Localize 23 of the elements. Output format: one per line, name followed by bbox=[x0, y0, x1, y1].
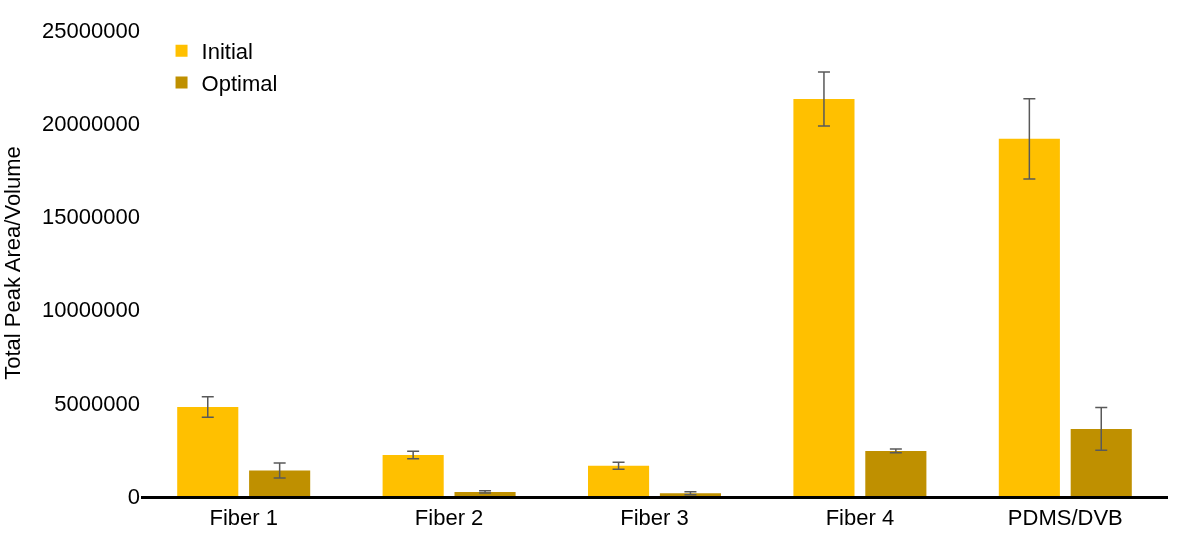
y-tick-label: 15000000 bbox=[42, 204, 140, 230]
bar bbox=[177, 406, 239, 496]
y-tick-label: 25000000 bbox=[42, 17, 140, 43]
bar bbox=[382, 454, 444, 496]
y-tick-label: 0 bbox=[127, 483, 140, 509]
bar bbox=[793, 98, 855, 496]
bar bbox=[1070, 428, 1132, 496]
bar bbox=[659, 493, 721, 496]
y-tick-label: 5000000 bbox=[54, 390, 140, 416]
bar bbox=[588, 465, 650, 496]
x-tick-label: Fiber 1 bbox=[209, 505, 278, 531]
bar bbox=[998, 138, 1060, 496]
legend-label: Initial bbox=[201, 39, 253, 65]
y-tick-label: 10000000 bbox=[42, 297, 140, 323]
x-tick-label: PDMS/DVB bbox=[1007, 505, 1123, 531]
bar bbox=[865, 450, 927, 496]
bar bbox=[249, 470, 311, 496]
x-tick-label: Fiber 2 bbox=[414, 505, 484, 531]
y-tick-label: 20000000 bbox=[42, 110, 140, 136]
x-tick-label: Fiber 3 bbox=[620, 505, 689, 531]
x-tick-label: Fiber 4 bbox=[825, 505, 895, 531]
legend-label: Optimal bbox=[201, 70, 278, 96]
y-axis-title: Total Peak Area/Volume bbox=[0, 146, 25, 380]
